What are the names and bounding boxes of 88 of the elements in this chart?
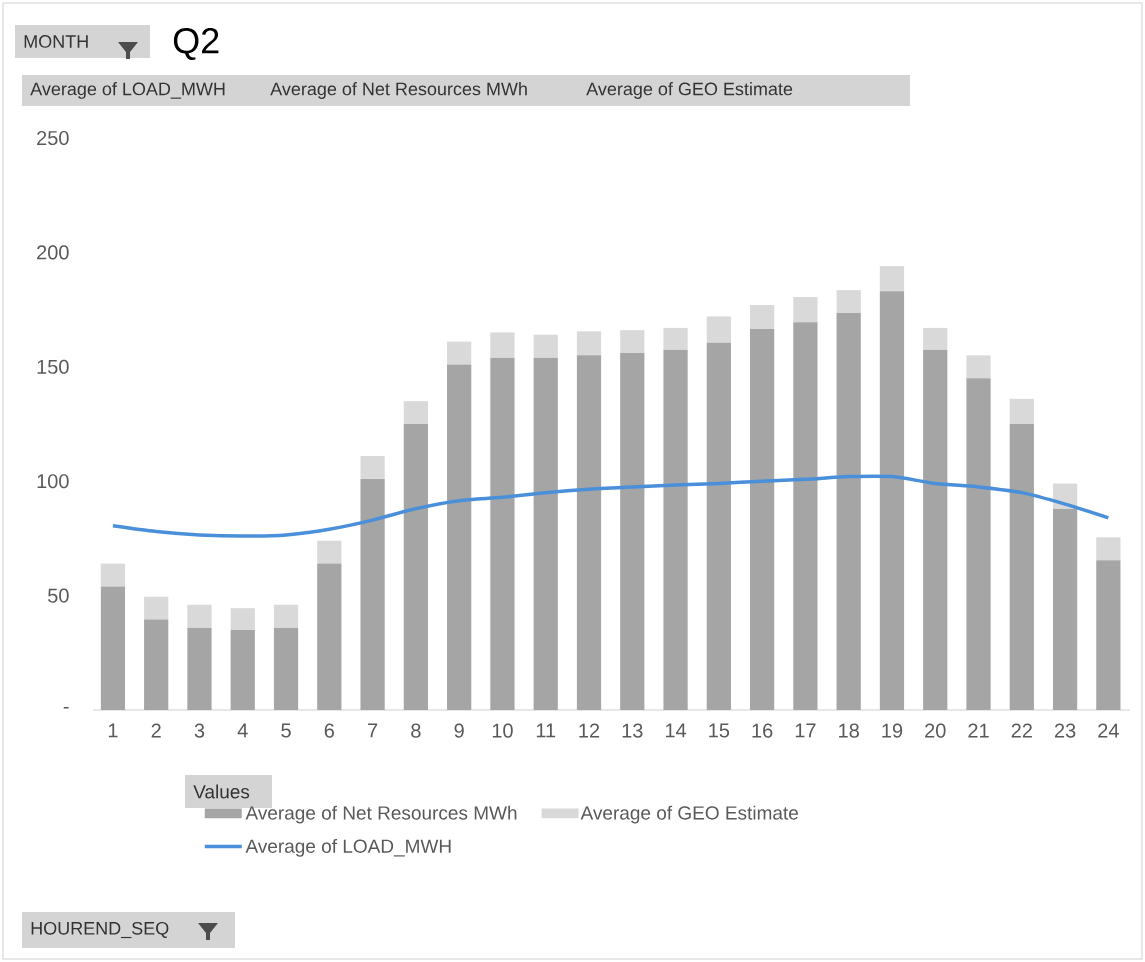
bar [360, 478, 385, 710]
bar [490, 357, 515, 710]
x-tick-label: 7 [368, 723, 378, 738]
x-tick-label: 5 [281, 723, 291, 738]
bar [273, 604, 299, 628]
bar [923, 327, 948, 350]
bar [879, 291, 905, 710]
text: Average of Net Resources MWh [270, 82, 527, 99]
x-tick-label: 15 [709, 723, 730, 738]
bar [317, 540, 342, 564]
bar [144, 619, 169, 710]
legend-label: Average of GEO Estimate [580, 805, 798, 824]
x-tick-label: 16 [752, 723, 773, 738]
x-tick-label: 10 [492, 723, 513, 738]
x-tick-label: 23 [1054, 723, 1076, 738]
bar [273, 627, 299, 710]
bar [966, 355, 991, 379]
x-tick-label: 24 [1098, 723, 1119, 738]
y-tick-label: 100 [37, 474, 69, 489]
x-tick-label: 9 [454, 723, 464, 738]
y-tick-label: - [63, 706, 69, 709]
x-tick-label: 3 [194, 723, 205, 738]
x-tick-label: 4 [237, 723, 248, 738]
x-tick-label: 12 [579, 723, 600, 738]
x-tick-label: 20 [925, 723, 946, 738]
x-tick-label: 2 [151, 723, 161, 738]
x-tick-label: 14 [665, 723, 687, 738]
y-tick-label: 50 [48, 588, 69, 603]
bar [144, 596, 169, 620]
bar [187, 604, 212, 628]
bar [447, 364, 472, 710]
bar [750, 329, 775, 710]
bar [403, 401, 428, 424]
x-tick-label: 22 [1011, 723, 1032, 738]
bar [836, 290, 861, 314]
bar [230, 629, 255, 710]
bar [576, 331, 602, 356]
bar [663, 349, 688, 710]
bar [360, 456, 385, 479]
bar [879, 266, 905, 292]
x-tick-label: 8 [411, 723, 421, 738]
bar [966, 378, 991, 710]
bar [576, 355, 602, 710]
x-tick-label: 6 [324, 723, 334, 738]
bar [836, 313, 861, 710]
x-tick-label: 21 [968, 723, 989, 738]
legend-title: Values [193, 784, 250, 799]
bar [620, 330, 645, 354]
bar [1009, 398, 1034, 424]
bar [1096, 560, 1121, 710]
bar [793, 322, 818, 710]
x-tick-label: 17 [795, 723, 816, 738]
bar [533, 357, 558, 710]
bar [187, 627, 212, 710]
x-tick-label: 13 [622, 723, 643, 738]
bar [490, 332, 515, 358]
bar [793, 297, 818, 323]
text: Average of LOAD_MWH [30, 82, 225, 99]
y-tick-label: 150 [37, 359, 69, 374]
bar [1096, 537, 1121, 561]
bar [100, 586, 126, 710]
y-tick-label: 250 [37, 130, 69, 146]
bar [1052, 508, 1078, 710]
y-tick-label: 200 [37, 245, 69, 260]
text: MONTH [24, 35, 88, 48]
bar [317, 563, 342, 710]
legend-label: Average of Net Resources MWh [245, 805, 517, 824]
bar [230, 608, 255, 630]
bar [1009, 424, 1034, 710]
bar [706, 316, 731, 343]
bar [620, 353, 645, 710]
x-tick-label: 19 [882, 723, 903, 738]
bar [447, 341, 472, 365]
bar [663, 327, 688, 350]
text: Average of GEO Estimate [586, 82, 793, 99]
x-tick-label: 11 [536, 723, 556, 738]
bar [923, 349, 948, 710]
bar [533, 334, 558, 358]
text: HOUREND_SEQ [31, 921, 169, 939]
bar [750, 305, 775, 330]
chart-title: Q2 [173, 28, 219, 60]
bar [706, 342, 731, 710]
x-tick-label: 1 [108, 723, 118, 738]
legend-label: Average of LOAD_MWH [245, 839, 451, 857]
x-tick-label: 18 [839, 723, 859, 738]
line-series [111, 474, 1111, 538]
bar [100, 563, 126, 587]
bar [403, 424, 428, 710]
